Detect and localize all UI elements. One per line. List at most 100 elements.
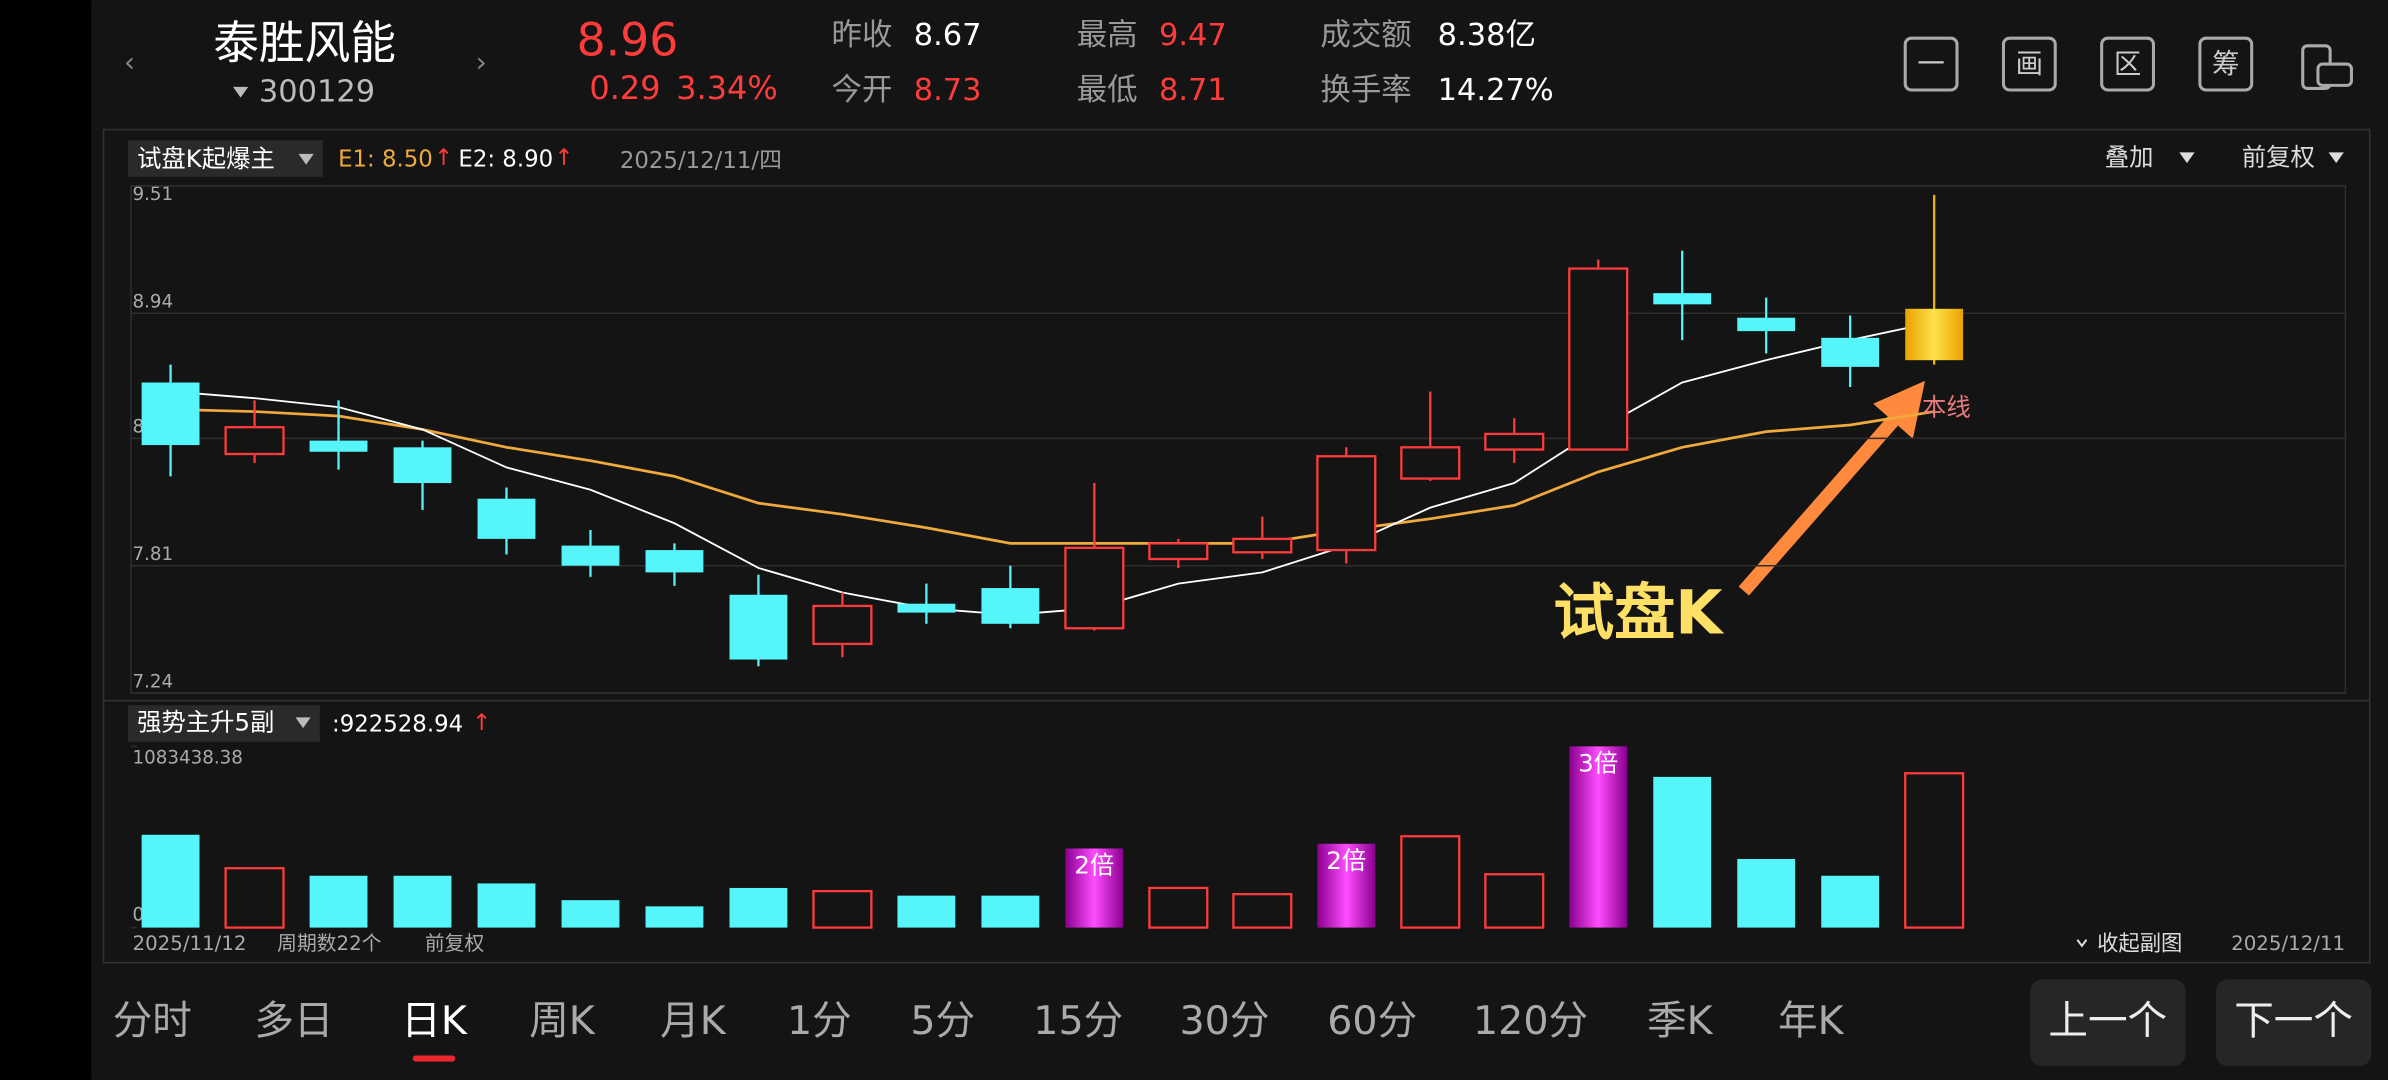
volume-bar <box>729 887 788 928</box>
stat-value: 14.27% <box>1438 73 1554 108</box>
volume-bar <box>981 895 1040 928</box>
chart-frame <box>102 128 2371 964</box>
overlay-toggle[interactable]: 叠加 <box>2105 142 2154 171</box>
stat-label: 昨收 <box>832 18 893 53</box>
stat-label: 成交额 <box>1320 18 1411 53</box>
stat-value: 9.47 <box>1159 18 1227 53</box>
annotation: 试盘K <box>1553 578 1725 649</box>
tool-button[interactable] <box>2100 36 2155 92</box>
change-pct: 3.34% <box>676 69 778 107</box>
timeframe-tab[interactable]: 1分 <box>787 998 852 1044</box>
footer-adjust: 前复权 <box>425 932 485 955</box>
change: 0.29 <box>589 69 660 107</box>
volume-bar <box>561 900 620 928</box>
timeframe-tab[interactable]: 15分 <box>1033 998 1123 1044</box>
candle-body <box>729 594 788 660</box>
adjust-toggle[interactable]: 前复权 <box>2242 142 2315 171</box>
timeframe-tab[interactable]: 60分 <box>1327 998 1417 1044</box>
candle-body <box>561 545 620 566</box>
timeframe-tab[interactable]: 分时 <box>113 998 192 1044</box>
timeframe-tab[interactable]: 季K <box>1647 998 1714 1044</box>
price: 8.96 <box>577 13 679 66</box>
tool-button[interactable] <box>1903 36 1959 92</box>
nav-button[interactable] <box>2215 979 2372 1067</box>
stat-label: 今开 <box>832 73 893 108</box>
tool-label: 画 <box>2016 49 2043 80</box>
stat-value: 8.71 <box>1159 73 1227 108</box>
indicator-name: 强势主升5副 <box>137 708 274 737</box>
volume-bar <box>309 875 368 928</box>
indicator-readout: :922528.94 <box>332 712 463 738</box>
collapse-sub[interactable]: 收起副图 <box>2097 931 2182 956</box>
timeframe-tab[interactable]: 周K <box>529 998 596 1044</box>
y-tick-label: 7.81 <box>132 544 173 565</box>
volume-bar <box>1821 875 1880 928</box>
next-stock[interactable]: › <box>476 48 487 79</box>
nav-button[interactable] <box>2030 979 2186 1067</box>
overlay-dropdown[interactable] <box>2179 152 2195 164</box>
ma-legend: E1: 8.50 <box>338 147 433 173</box>
nav-button-label[interactable]: 上一个 <box>2048 998 2167 1044</box>
stat-value: 8.38亿 <box>1438 18 1536 53</box>
indicator-box[interactable] <box>127 140 323 177</box>
tool-button[interactable] <box>2001 36 2057 92</box>
candle-body <box>1484 432 1545 451</box>
volume-bar <box>477 883 536 928</box>
tool-label: 筹 <box>2212 49 2239 80</box>
collapse-chevron[interactable] <box>2076 939 2088 948</box>
candle-body <box>1148 542 1209 561</box>
stat-value: 8.67 <box>914 18 982 53</box>
indicator-dropdown[interactable] <box>295 717 311 729</box>
timeframe-tab[interactable]: 5分 <box>910 998 975 1044</box>
nav-button-label[interactable]: 下一个 <box>2234 998 2353 1044</box>
volume-bar <box>224 867 285 929</box>
volume-bar <box>1148 886 1209 929</box>
ma-arrow: ↑ <box>434 145 453 171</box>
phone-icon-rot[interactable] <box>2316 62 2353 87</box>
ma-line <box>170 321 1935 616</box>
indicator-dropdown[interactable] <box>298 153 314 165</box>
volume-bar <box>1484 873 1545 929</box>
timeframe-tab[interactable]: 年K <box>1778 998 1845 1044</box>
y-tick-label: 7.24 <box>132 671 173 692</box>
volume-bar <box>1400 835 1461 929</box>
y-tick-label: 9.51 <box>132 184 173 205</box>
stat-label: 最高 <box>1077 18 1138 53</box>
timeframe-tab[interactable]: 月K <box>660 998 727 1044</box>
volume-bar <box>1232 892 1293 929</box>
candle-body <box>393 447 452 484</box>
candle-body <box>1653 293 1712 305</box>
candle-body <box>477 498 536 539</box>
candle-body <box>812 604 873 646</box>
candle-body <box>1905 308 1964 361</box>
indicator-name: 试盘K起爆主 <box>137 144 275 173</box>
start-date: 2025/11/12 <box>132 932 246 955</box>
candle-body <box>1568 267 1629 451</box>
adjust-dropdown[interactable] <box>2328 152 2344 164</box>
timeframe-tab[interactable]: 120分 <box>1473 998 1588 1044</box>
ma-line <box>170 407 1935 545</box>
y-tick-label: 8.94 <box>132 292 173 313</box>
timeframe-tab[interactable]: 30分 <box>1179 998 1269 1044</box>
volume-bar <box>1904 772 1965 929</box>
timeframe-tab[interactable]: 多日 <box>254 998 333 1044</box>
bar-label: 2倍 <box>1074 851 1114 880</box>
candle-body <box>1400 446 1461 480</box>
volume-bar <box>812 889 873 929</box>
ma-legend: E2: 8.90 <box>458 147 553 173</box>
candle-body <box>224 426 285 456</box>
code-dropdown[interactable] <box>233 86 249 98</box>
end-date: 2025/12/11 <box>2231 932 2345 955</box>
bar-label: 3倍 <box>1578 749 1618 778</box>
annotation: 本线 <box>1922 392 1971 421</box>
volume-bar <box>1653 776 1712 928</box>
prev-stock[interactable]: ‹ <box>124 48 135 79</box>
timeframe-tab[interactable]: 日K <box>401 998 468 1044</box>
stock-name: 泰胜风能 <box>213 16 396 69</box>
candle-body <box>645 550 704 573</box>
indicator-box[interactable] <box>127 705 320 742</box>
chart-date: 2025/12/11/四 <box>620 148 782 174</box>
tool-button[interactable] <box>2198 36 2254 92</box>
candle-body <box>309 440 368 452</box>
